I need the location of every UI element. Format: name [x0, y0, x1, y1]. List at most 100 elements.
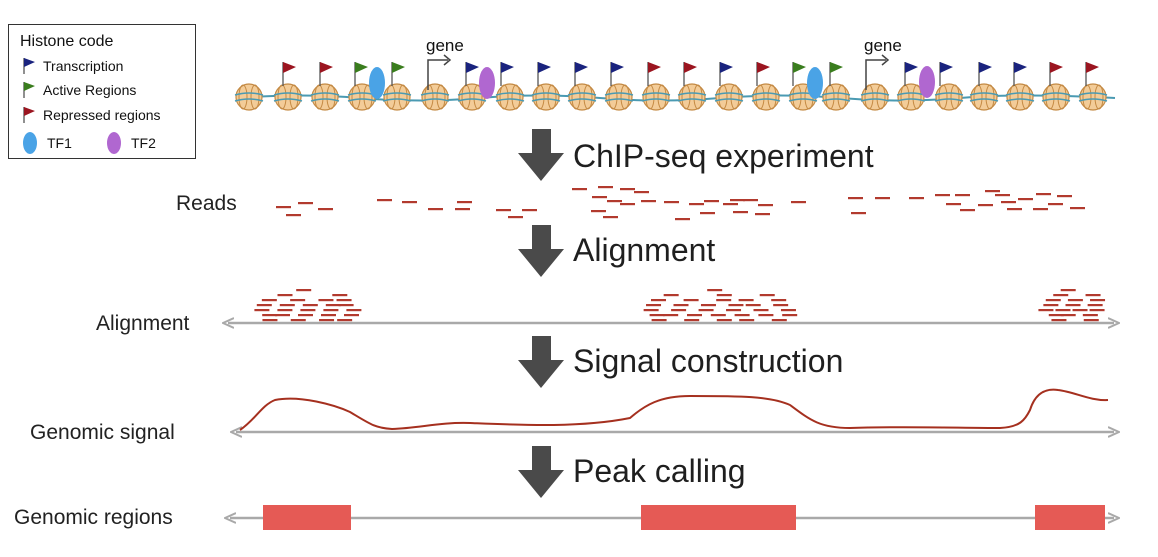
flag-icon — [756, 62, 770, 86]
aligned-read — [318, 299, 334, 302]
peak-region-2 — [641, 505, 796, 530]
flag-icon — [23, 82, 35, 98]
aligned-read — [323, 309, 339, 312]
flag-icon — [465, 62, 479, 86]
aligned-read — [671, 309, 687, 312]
flag-icon — [1013, 62, 1027, 86]
gene-arrow-1 — [427, 54, 452, 90]
flag-icon — [1085, 62, 1099, 86]
aligned-read — [290, 319, 306, 322]
flag-icon — [23, 58, 35, 74]
aligned-read — [684, 319, 700, 322]
read — [733, 211, 748, 214]
histone-flags — [282, 62, 1099, 86]
nucleosome — [234, 83, 264, 111]
nucleosome — [1078, 83, 1108, 111]
read — [985, 190, 1000, 193]
aligned-read — [1072, 309, 1088, 312]
aligned-read — [254, 309, 270, 312]
aligned-read — [643, 309, 659, 312]
read — [1070, 207, 1085, 210]
read — [641, 200, 656, 203]
flag-icon — [939, 62, 953, 86]
row-label-genomic-regions: Genomic regions — [14, 506, 173, 529]
aligned-read — [1065, 304, 1081, 307]
read — [955, 194, 970, 197]
read — [620, 188, 635, 191]
step-label-chipseq: ChIP-seq experiment — [573, 138, 874, 174]
aligned-read — [256, 304, 272, 307]
down-arrow-icon — [518, 129, 564, 181]
aligned-read — [1053, 294, 1069, 297]
read — [755, 213, 770, 216]
read — [591, 210, 606, 213]
aligned-read — [275, 314, 290, 317]
aligned-read — [338, 304, 354, 307]
aligned-read — [1082, 314, 1098, 317]
read — [935, 194, 950, 197]
read — [1001, 201, 1016, 204]
nucleosome — [310, 83, 340, 111]
flag-icon — [354, 62, 368, 86]
read — [508, 216, 523, 219]
flag-icon — [574, 62, 588, 86]
flag-icon — [719, 62, 733, 86]
read — [743, 199, 758, 202]
aligned-read — [773, 304, 789, 307]
flag-icon — [282, 62, 296, 86]
aligned-read — [683, 299, 699, 302]
nucleosome — [382, 83, 412, 111]
read — [1057, 195, 1072, 198]
flag-icon — [829, 62, 843, 86]
aligned-read — [663, 294, 679, 297]
nucleosome — [1005, 83, 1035, 111]
step-label-alignment: Alignment — [573, 232, 716, 268]
row-label-reads: Reads — [176, 192, 237, 215]
aligned-read — [290, 299, 306, 302]
down-arrow-icon — [518, 336, 564, 388]
read — [634, 191, 649, 194]
down-arrow-icon — [518, 225, 564, 277]
read — [704, 200, 719, 203]
aligned-read — [1067, 299, 1083, 302]
read — [848, 197, 863, 200]
aligned-read — [1087, 304, 1103, 307]
aligned-read — [726, 309, 742, 312]
flag-icon — [537, 62, 551, 86]
aligned-read — [780, 309, 796, 312]
aligned-read — [1055, 309, 1071, 312]
aligned-read — [1083, 319, 1099, 322]
peak-region-1 — [263, 505, 351, 530]
nucleosome — [714, 83, 744, 111]
step-label-signal: Signal construction — [573, 343, 844, 379]
flag-icon — [904, 62, 918, 86]
aligned-read — [651, 319, 667, 322]
read — [723, 203, 738, 206]
read — [875, 197, 890, 200]
aligned-read — [1085, 294, 1101, 297]
aligned-read — [332, 294, 348, 297]
aligned-read — [782, 314, 798, 317]
aligned-read — [663, 314, 679, 317]
aligned-read — [739, 319, 755, 322]
aligned-read — [753, 309, 769, 312]
read — [522, 209, 537, 212]
tf2-icon — [107, 132, 121, 154]
nucleosome — [567, 83, 597, 111]
nucleosome — [969, 83, 999, 111]
aligned-read — [738, 299, 754, 302]
read — [1007, 208, 1022, 211]
flag-icon — [792, 62, 806, 86]
step-label-peak-calling: Peak calling — [573, 453, 746, 489]
aligned-read — [296, 289, 312, 292]
read — [689, 203, 704, 206]
aligned-read — [707, 289, 723, 292]
legend-title: Histone code — [20, 33, 114, 50]
aligned-read — [300, 309, 316, 312]
read — [978, 204, 993, 207]
read — [700, 212, 715, 215]
aligned-read — [716, 294, 732, 297]
flag-icon — [610, 62, 624, 86]
aligned-read — [1051, 319, 1067, 322]
nucleosome-track — [234, 83, 1108, 111]
